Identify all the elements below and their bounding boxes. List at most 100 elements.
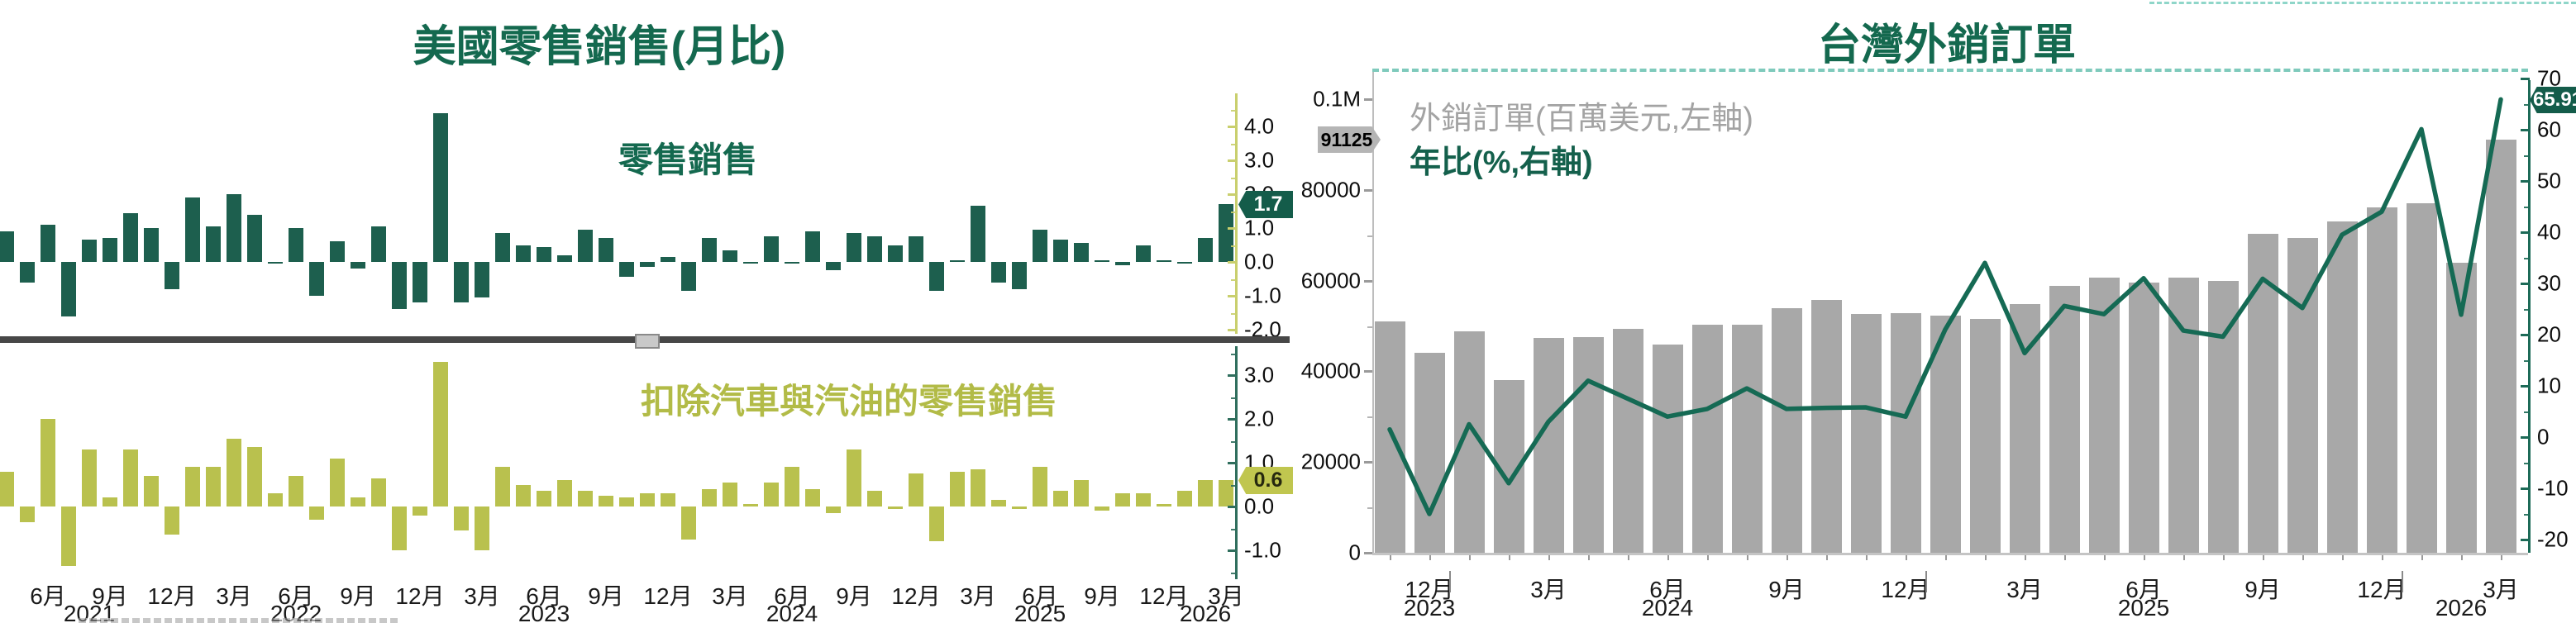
left-axis-tick-label: 40000 [1300,358,1361,383]
y-axis-tick [1228,549,1237,552]
retail-ex-auto-gas-bar [557,480,572,506]
retail-ex-auto-gas-bar [206,467,221,506]
retail-ex-auto-gas-series-label: 扣除汽車與汽油的零售銷售 [640,382,1058,421]
panel-divider-handle[interactable] [635,334,660,349]
x-tick-label: 6月 [278,583,314,609]
year-boundary-mark [1925,571,1927,592]
y-axis-minor-tick [1231,109,1236,112]
y-axis-tick-label: 1.0 [1244,215,1275,240]
x-month-tick [2144,555,2145,560]
y-axis-tick-label: -20 [2537,526,2569,552]
left-axis-tick-label: 60000 [1300,268,1361,293]
y-axis-tick-label: 30 [2537,270,2561,296]
x-tick-label: 3月 [960,583,996,609]
export-orders-plot: 0.1M 80000 60000 40000 20000 0 70 60 50 40 30 20 10 0… [1290,0,2576,623]
y-axis-tick [1228,329,1237,331]
x-month-tick [1985,555,1987,560]
retail-ex-auto-gas-bar [41,419,55,506]
x-month-tick [2263,555,2264,560]
x-month-tick [1906,555,1907,560]
export-orders-bar [1691,325,1723,553]
y-axis-tick [1228,261,1237,264]
y-axis-minor-tick [1231,397,1236,399]
retail-sales-series-label: 零售銷售 [618,140,758,179]
x-month-tick [2461,555,2463,560]
retail-ex-auto-gas-bar [619,497,634,506]
retail-sales-bar [1012,262,1027,289]
retail-ex-auto-gas-bar [289,475,303,506]
export-orders-bar [2406,202,2437,553]
retail-sales-bar [1115,262,1130,266]
retail-sales-bar [557,254,572,262]
retail-ex-auto-gas-bar [165,506,179,535]
retail-sales-bar [619,262,634,278]
retail-sales-bar [785,262,799,264]
x-month-tick [1747,555,1748,560]
x-tick-label: 12月 [1881,577,1930,602]
retail-sales-bar [20,262,35,283]
retail-ex-auto-gas-bar [599,495,613,506]
y-axis-tick-label: 10 [2537,373,2561,398]
x-tick-label: 9月 [1084,583,1120,609]
export-orders-bar [1612,329,1643,553]
retail-sales-bar [103,238,117,262]
retail-sales-bar [599,238,613,262]
y-axis-tick [2521,283,2530,285]
retail-ex-auto-gas-bar [247,447,262,506]
y-axis-tick-label: 0.0 [1244,493,1275,519]
retail-ex-auto-gas-bar [0,471,14,506]
export-orders-bar [1850,313,1882,553]
retail-ex-auto-gas-bar [867,491,882,506]
x-year-label: 2025 [1014,601,1066,623]
y-axis-tick [2521,231,2530,234]
y-axis-minor-tick [1231,143,1236,145]
left-axis-tick [1364,98,1372,101]
y-axis-minor-tick [1231,528,1236,530]
y-axis-minor-tick [2524,463,2529,464]
retail-ex-auto-gas-bar [681,506,696,540]
y-axis-tick-label: 0.0 [1244,249,1275,274]
retail-ex-auto-gas-bar [578,491,593,506]
y-axis-minor-tick [2524,360,2529,362]
x-month-tick [2342,555,2344,560]
retail-sales-bar [826,262,841,271]
left-axis-minor-tick [1367,416,1372,419]
retail-sales-bar [413,262,427,303]
export-orders-bar [2445,263,2477,553]
x-tick-label: 3月 [1530,577,1567,602]
retail-sales-last-value-tag: 1.7 [1238,191,1293,218]
export-orders-bar [2128,283,2159,553]
retail-sales-bar [1219,204,1233,262]
retail-ex-auto-gas-bar [1095,506,1109,511]
retail-ex-auto-gas-bar [20,506,35,522]
retail-sales-bar [888,245,903,262]
retail-ex-auto-gas-bar [144,475,159,506]
y-axis-tick [2521,129,2530,131]
left-axis-tick [1364,461,1372,464]
retail-sales-bar [165,262,179,289]
retail-sales-bar [1033,230,1047,262]
retail-ex-auto-gas-bar [1177,491,1192,506]
retail-ex-auto-gas-bar [950,471,965,506]
x-tick-label: 6月 [1649,577,1686,602]
y-axis-tick [2521,180,2530,183]
retail-sales-bar [971,206,985,262]
x-tick-label: 3月 [2483,577,2519,602]
x-month-tick [2223,555,2225,560]
export-orders-bar [2207,280,2239,553]
x-tick-label: 3月 [464,583,500,609]
y-axis-minor-tick [2524,207,2529,208]
retail-sales-bar [185,197,200,262]
retail-sales-bar [640,262,655,268]
retail-sales-bar [909,236,923,262]
y-axis-tick [1228,295,1237,297]
retail-ex-auto-gas-bar [268,493,283,506]
year-boundary-mark [1449,571,1451,592]
left-axis-tick-label: 0 [1348,540,1361,565]
x-tick-label: 6月 [30,583,66,609]
retail-sales-bar [247,214,262,262]
y-axis-tick-label: -10 [2537,475,2569,501]
y-axis-tick-label: 20 [2537,321,2561,347]
retail-sales-bar [144,228,159,262]
